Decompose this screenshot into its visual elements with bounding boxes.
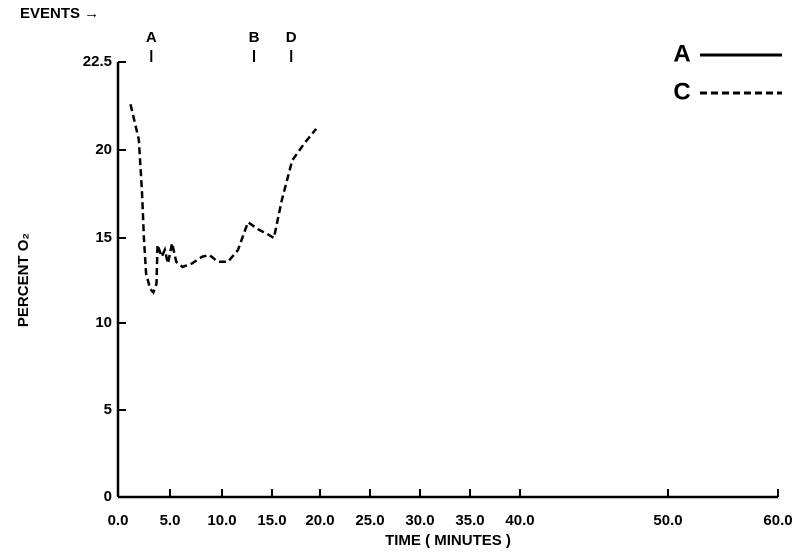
legend-label: C [673,78,690,105]
legend-label: A [673,40,690,67]
x-tick-label: 35.0 [455,512,484,529]
y-tick-label: 10 [95,314,112,331]
y-tick-label: 15 [95,229,112,246]
y-tick-label: 20 [95,141,112,158]
x-tick-label: 15.0 [257,512,286,529]
x-tick-label: 40.0 [505,512,534,529]
x-tick-label: 60.0 [763,512,792,529]
x-tick-label: 30.0 [405,512,434,529]
y-axis-label: PERCENT O₂ [15,233,32,327]
x-tick-label: 5.0 [160,512,181,529]
event-label: A [146,29,157,46]
event-label: D [286,29,297,46]
y-tick-label: 22.5 [83,53,112,70]
x-tick-label: 20.0 [305,512,334,529]
event-label: B [249,29,260,46]
data-line [129,103,318,295]
x-tick-label: 10.0 [207,512,236,529]
events-label: EVENTS → [20,5,99,22]
x-axis-label: TIME ( MINUTES ) [385,532,511,549]
y-tick-label: 5 [104,401,112,418]
x-tick-label: 0.0 [108,512,129,529]
x-tick-label: 25.0 [355,512,384,529]
y-tick-label: 0 [104,488,112,505]
x-tick-label: 50.0 [653,512,682,529]
